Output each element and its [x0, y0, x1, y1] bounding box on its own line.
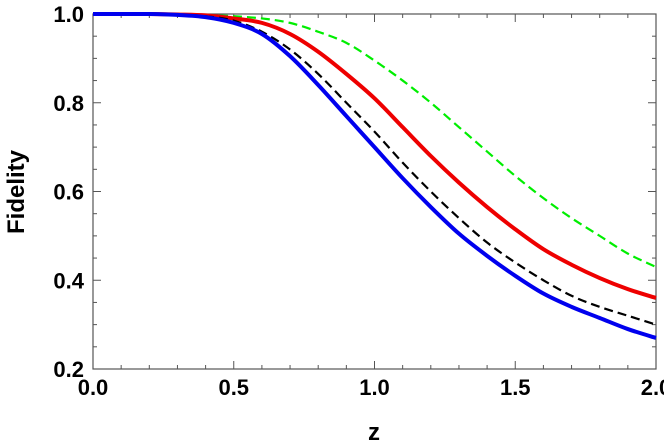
plot-frame	[92, 13, 657, 370]
tick-marks	[92, 13, 657, 370]
x-tick-label: 0.0	[78, 375, 109, 400]
series-line-2	[93, 11, 657, 300]
x-tick-label: 0.5	[218, 375, 249, 400]
x-tick-label: 2.0	[641, 375, 664, 400]
y-tick-label: 0.4	[53, 268, 84, 293]
series-line-1	[93, 12, 657, 268]
series-lines	[93, 11, 657, 340]
y-tick-label: 1.0	[53, 2, 84, 27]
series-line-3	[93, 12, 657, 326]
y-axis-title: Fidelity	[3, 149, 30, 234]
y-tick-labels: 0.2 0.4 0.6 0.8 1.0	[53, 2, 84, 382]
x-tick-labels: 0.0 0.5 1.0 1.5 2.0	[78, 375, 664, 400]
x-tick-label: 1.0	[359, 375, 390, 400]
x-axis-title: z	[368, 419, 380, 446]
y-tick-label: 0.6	[53, 180, 84, 205]
x-tick-label: 1.5	[500, 375, 531, 400]
series-line-4	[93, 11, 657, 340]
y-tick-label: 0.2	[53, 357, 84, 382]
y-tick-label: 0.8	[53, 91, 84, 116]
